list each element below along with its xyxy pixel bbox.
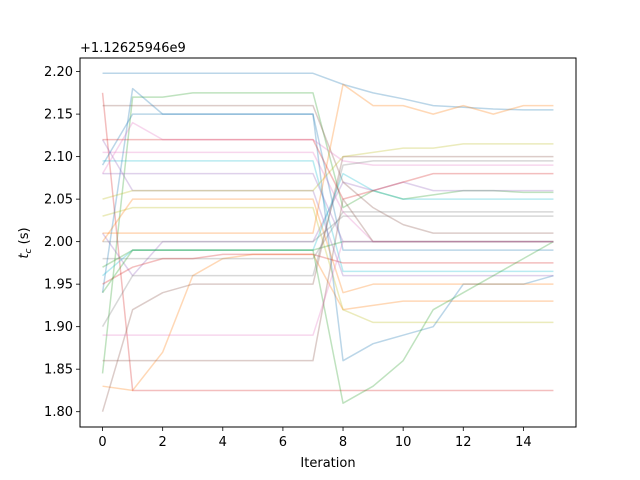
series-line-7	[102, 151, 554, 243]
series-line-1	[102, 72, 554, 111]
y-axis-label-unit: (s)	[17, 227, 32, 248]
series-line-21	[101, 113, 554, 251]
x-tick-label: 6	[279, 435, 287, 450]
y-tick-label: 2.05	[44, 193, 73, 208]
series-line-5	[101, 181, 554, 277]
series-line-16	[101, 155, 554, 412]
plot-frame	[79, 57, 577, 428]
series-line-8	[102, 211, 554, 260]
series-line-15	[101, 139, 554, 277]
x-tick-label: 10	[395, 435, 412, 450]
plot-area	[79, 57, 577, 428]
series-line-17	[101, 121, 554, 175]
series-line-19	[102, 143, 554, 200]
series-line-26	[102, 198, 554, 362]
y-tick-label: 2.00	[44, 235, 73, 250]
x-tick-label: 14	[515, 435, 532, 450]
series-line-27	[102, 240, 554, 336]
y-axis-label: tc (s)	[17, 227, 34, 258]
series-line-13	[102, 240, 554, 268]
series-line-9	[102, 206, 554, 324]
plot-background	[80, 58, 576, 427]
y-tick-label: 2.15	[44, 108, 73, 123]
y-axis-label-sub: c	[24, 248, 34, 253]
series-line-22	[102, 83, 554, 234]
series-line-20	[102, 172, 554, 277]
series-line-4	[101, 92, 554, 392]
x-tick-label: 12	[455, 435, 472, 450]
series-line-28	[102, 215, 554, 243]
series-line-10	[102, 160, 554, 273]
y-axis-label-main: t	[17, 253, 32, 259]
x-tick-label: 2	[159, 435, 167, 450]
x-tick-label: 8	[339, 435, 347, 450]
series-line-2	[102, 253, 554, 392]
x-axis: 0 2 4 6 8 10 12 14	[98, 427, 532, 450]
series-line-3	[101, 92, 554, 374]
y-offset-label: +1.12625946e9	[80, 41, 186, 56]
series-line-12	[101, 198, 554, 294]
series-line-23	[101, 240, 554, 404]
series-line-24	[102, 138, 554, 200]
series-line-11	[101, 87, 554, 362]
series-line-18	[101, 160, 554, 328]
y-tick-label: 1.90	[44, 320, 73, 335]
series-group	[101, 72, 554, 412]
y-tick-label: 2.20	[44, 65, 73, 80]
y-tick-label: 1.80	[44, 405, 73, 420]
series-line-25	[102, 172, 554, 243]
y-axis: 1.80 1.85 1.90 1.95 2.00 2.05 2.10 2.15 2.20	[44, 65, 80, 420]
series-line-6	[102, 104, 554, 234]
y-tick-label: 1.95	[44, 278, 73, 293]
y-tick-label: 2.10	[44, 150, 73, 165]
y-tick-label: 1.85	[44, 363, 73, 378]
series-line-14	[102, 253, 554, 285]
x-axis-label: Iteration	[300, 456, 355, 471]
x-tick-label: 4	[219, 435, 227, 450]
x-tick-label: 0	[98, 435, 106, 450]
